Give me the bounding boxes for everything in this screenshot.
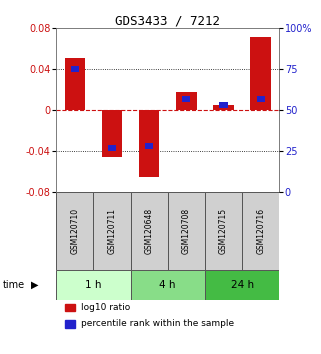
Bar: [108, 145, 116, 151]
Bar: [71, 66, 79, 72]
Bar: [93, 192, 131, 270]
Text: log10 ratio: log10 ratio: [81, 303, 130, 312]
Bar: [65, 320, 75, 328]
Bar: [139, 110, 159, 177]
Bar: [220, 102, 228, 108]
Bar: [102, 110, 122, 158]
Text: GSM120648: GSM120648: [145, 208, 154, 254]
Text: 4 h: 4 h: [160, 280, 176, 290]
Text: ▶: ▶: [30, 280, 38, 290]
Bar: [65, 58, 85, 110]
Bar: [182, 96, 190, 102]
Text: GSM120715: GSM120715: [219, 208, 228, 254]
Bar: [205, 270, 279, 299]
Bar: [131, 270, 205, 299]
Text: 24 h: 24 h: [230, 280, 254, 290]
Text: GSM120708: GSM120708: [182, 208, 191, 254]
Bar: [65, 304, 75, 311]
Text: GSM120710: GSM120710: [70, 208, 79, 254]
Bar: [242, 192, 279, 270]
Bar: [145, 143, 153, 149]
Text: GSM120716: GSM120716: [256, 208, 265, 254]
Bar: [176, 92, 196, 110]
Bar: [168, 192, 205, 270]
Text: 1 h: 1 h: [85, 280, 102, 290]
Bar: [205, 192, 242, 270]
Bar: [56, 192, 93, 270]
Bar: [56, 270, 131, 299]
Bar: [256, 96, 265, 102]
Text: time: time: [3, 280, 25, 290]
Text: GSM120711: GSM120711: [108, 208, 117, 254]
Title: GDS3433 / 7212: GDS3433 / 7212: [115, 14, 220, 27]
Text: percentile rank within the sample: percentile rank within the sample: [81, 319, 234, 328]
Bar: [250, 36, 271, 110]
Bar: [131, 192, 168, 270]
Bar: [213, 105, 234, 110]
